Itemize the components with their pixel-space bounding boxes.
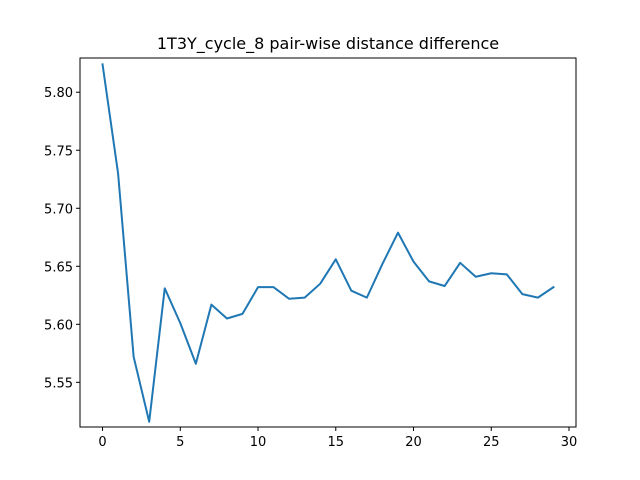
plot-area-frame <box>79 57 577 428</box>
x-tick-label: 0 <box>98 435 106 450</box>
series-layer <box>101 63 555 423</box>
x-axis-ticks: 0 5 10 15 20 25 30 <box>98 427 577 450</box>
x-tick-label: 5 <box>176 435 184 450</box>
x-tick-label: 10 <box>250 435 267 450</box>
y-tick-label: 5.70 <box>44 202 73 217</box>
x-tick-label: 20 <box>405 435 422 450</box>
y-tick-label: 5.65 <box>44 260 73 275</box>
y-axis-ticks: 5.55 5.60 5.65 5.70 5.75 5.80 <box>44 86 80 391</box>
series-line <box>101 63 555 423</box>
x-tick-label: 30 <box>561 435 578 450</box>
x-tick-label: 25 <box>483 435 500 450</box>
y-tick-label: 5.80 <box>44 86 73 101</box>
x-tick-label: 15 <box>328 435 345 450</box>
chart-title: 1T3Y_cycle_8 pair-wise distance differen… <box>157 34 499 54</box>
y-tick-label: 5.60 <box>44 318 73 333</box>
y-tick-label: 5.75 <box>44 144 73 159</box>
y-tick-label: 5.55 <box>44 376 73 391</box>
